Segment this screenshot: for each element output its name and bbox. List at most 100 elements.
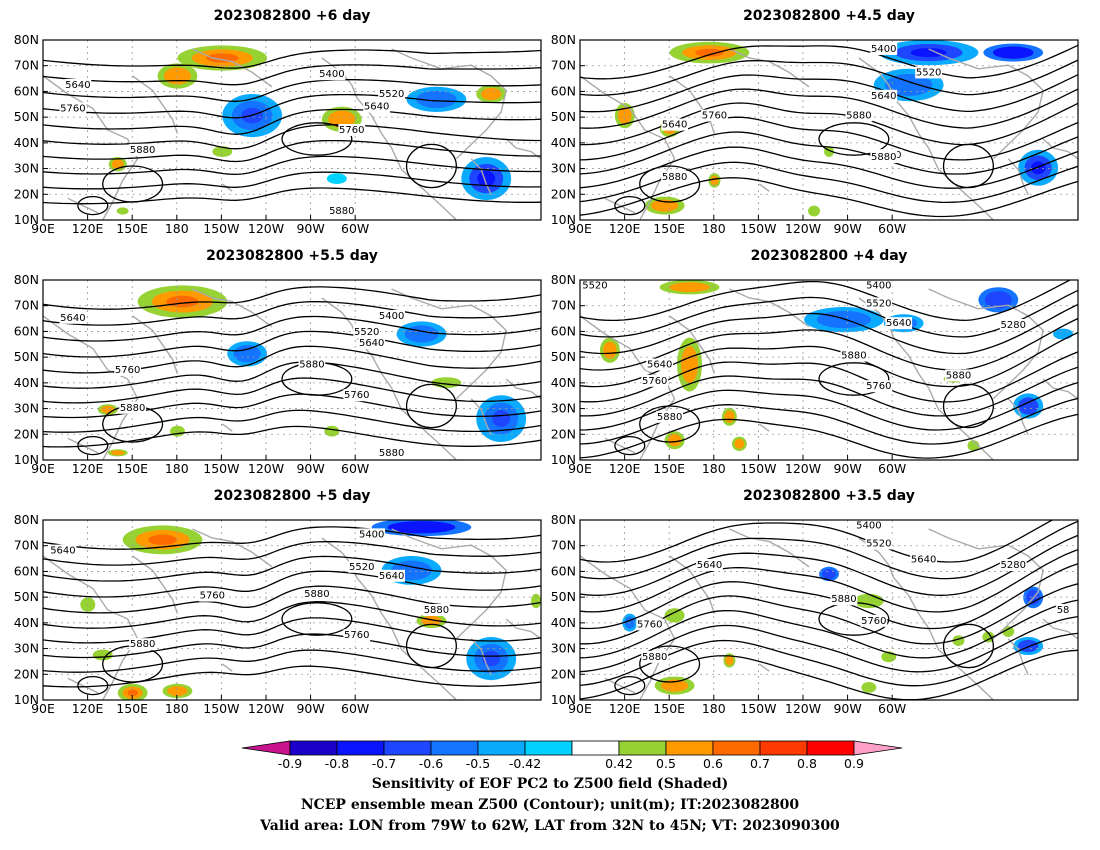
lon-tick-label: 90E xyxy=(31,701,55,716)
coastline xyxy=(192,288,273,328)
colorbar-swatch xyxy=(477,740,526,756)
contour-label: 5880 xyxy=(130,145,155,156)
colorbar-label: -0.42 xyxy=(509,756,541,771)
lat-tick-label: 10N xyxy=(14,692,39,707)
z500-contour-line xyxy=(43,540,541,566)
z500-contour-line xyxy=(580,520,1054,563)
lon-tick-label: 90W xyxy=(296,461,324,476)
lat-tick-label: 20N xyxy=(14,186,39,201)
lon-tick-label: 150E xyxy=(653,701,685,716)
lon-tick-label: 180 xyxy=(165,701,189,716)
colorbar-swatch xyxy=(336,740,385,756)
z500-contour-line xyxy=(43,155,541,176)
sensitivity-shading-patch xyxy=(326,173,347,185)
coastline xyxy=(858,537,994,700)
lon-tick-label: 150E xyxy=(116,221,148,236)
lat-tick-label: 60N xyxy=(551,83,576,98)
coastline xyxy=(1007,638,1029,676)
lat-tick-label: 40N xyxy=(551,615,576,630)
sensitivity-shading-patch xyxy=(148,534,177,545)
z500-contour-line xyxy=(43,585,541,614)
z500-contour-line xyxy=(43,64,541,86)
lat-tick-label: 80N xyxy=(551,512,576,527)
caption-line-1: Sensitivity of EOF PC2 to Z500 field (Sh… xyxy=(371,776,729,792)
sensitivity-shading-patch xyxy=(667,434,682,447)
contour-label: 5760 xyxy=(200,591,225,602)
z500-contour-line xyxy=(580,88,1078,129)
sensitivity-shading-patch xyxy=(695,48,724,57)
z500-contour-line xyxy=(580,74,1078,113)
contour-label: 5760 xyxy=(339,125,364,136)
colorbar-swatch xyxy=(806,740,855,756)
lon-tick-label: 60W xyxy=(341,461,369,476)
contour-label: 5400 xyxy=(871,44,896,55)
colorbar-label: 0.8 xyxy=(797,756,817,771)
colorbar-high-extend xyxy=(853,740,903,756)
sensitivity-shading-patch xyxy=(116,207,129,215)
sensitivity-shading-patch xyxy=(734,438,745,449)
z500-closed-contour xyxy=(77,195,109,216)
sensitivity-shading-patch xyxy=(853,593,884,609)
colorbar-label: -0.6 xyxy=(419,756,443,771)
contour-label: 5520 xyxy=(349,562,374,573)
coastline xyxy=(391,528,507,640)
coastline xyxy=(470,158,492,196)
lon-tick-label: 150W xyxy=(203,461,239,476)
caption-line-3: Valid area: LON from 79W to 62W, LAT fro… xyxy=(260,818,840,834)
z500-contour-line xyxy=(43,377,541,404)
sensitivity-shading-patch xyxy=(233,345,261,363)
z500-contour-line xyxy=(580,563,1078,630)
contour-label: 5280 xyxy=(1001,320,1026,331)
lon-tick-label: 120E xyxy=(72,701,104,716)
z500-contour-line xyxy=(43,665,541,688)
contour-label: 5760 xyxy=(642,376,667,387)
z500-contour-line xyxy=(43,361,541,389)
colorbar-swatch xyxy=(759,740,808,756)
coastline xyxy=(1042,138,1078,160)
contour-label: 5880 xyxy=(841,351,866,362)
contour-label: 5880 xyxy=(130,639,155,650)
lat-tick-label: 30N xyxy=(551,161,576,176)
coastline xyxy=(604,437,636,454)
lon-tick-label: 60W xyxy=(341,701,369,716)
z500-contour-line xyxy=(43,124,541,150)
lon-tick-label: 150W xyxy=(740,461,776,476)
contour-label: 5520 xyxy=(866,298,891,309)
lon-tick-label: 90W xyxy=(833,461,861,476)
sensitivity-shading-patch xyxy=(387,521,456,534)
lon-tick-label: 150W xyxy=(203,221,239,236)
z500-contour-line xyxy=(580,583,1078,645)
map-panel-1: 5400 5520 5640 5640 5760 5760 5880 5880 20230828… xyxy=(14,8,542,236)
z500-contour-line xyxy=(43,601,541,629)
sensitivity-shading-patch xyxy=(1002,626,1015,637)
z500-contour-line xyxy=(580,317,1078,371)
contour-label: 5640 xyxy=(364,102,389,113)
coastline xyxy=(43,75,139,220)
lat-tick-label: 60N xyxy=(14,563,39,578)
coastline xyxy=(132,315,179,374)
lat-tick-label: 60N xyxy=(14,83,39,98)
coastline xyxy=(391,288,507,400)
sensitivity-shading-patch xyxy=(477,170,496,187)
contour-label: 5760 xyxy=(861,616,886,627)
contour-label: 5880 xyxy=(120,403,145,414)
lon-tick-label: 120W xyxy=(785,221,821,236)
coastline xyxy=(505,378,541,400)
contour-label: 5760 xyxy=(115,365,140,376)
sensitivity-shading-patch xyxy=(111,159,124,170)
z500-closed-contour xyxy=(77,435,109,456)
sensitivity-shading-patch xyxy=(664,608,685,623)
lon-tick-label: 90E xyxy=(568,221,592,236)
coastline xyxy=(505,138,541,160)
coastline xyxy=(758,663,770,672)
z500-contour-line xyxy=(43,171,541,190)
contour-label: 5640 xyxy=(65,80,90,91)
lon-tick-label: 90E xyxy=(568,461,592,476)
z500-contour-line xyxy=(43,633,541,659)
lon-tick-label: 90W xyxy=(296,221,324,236)
lat-tick-label: 30N xyxy=(551,401,576,416)
z500-contour-line xyxy=(43,409,541,433)
lat-tick-label: 50N xyxy=(14,109,39,124)
z500-contour-line xyxy=(580,59,1078,96)
